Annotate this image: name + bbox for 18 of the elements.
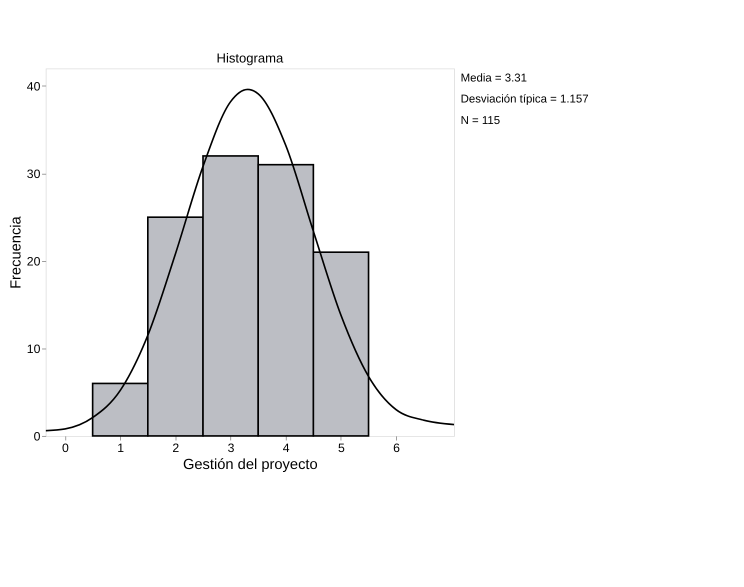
- y-tick-label: 10: [26, 342, 41, 356]
- chart-title: Histograma: [216, 50, 284, 66]
- x-tick-label: 0: [62, 440, 70, 455]
- y-tick-label: 0: [34, 429, 41, 444]
- y-axis-title: Frecuencia: [8, 215, 24, 289]
- x-tick-label: 3: [228, 440, 235, 455]
- x-tick-label: 5: [338, 440, 345, 455]
- y-tick-label: 30: [26, 166, 41, 181]
- x-tick-label: 1: [117, 440, 124, 455]
- x-tick-label: 4: [282, 440, 290, 455]
- text: N = 115: [460, 114, 500, 127]
- y-tick-label: 40: [26, 79, 41, 94]
- y-tick-label: 20: [26, 254, 41, 268]
- x-axis-title: Gestión del proyecto: [182, 457, 318, 474]
- text: Media = 3.31: [460, 72, 527, 85]
- x-tick-label: 6: [393, 440, 400, 455]
- text: Desviación típica = 1.157: [460, 94, 589, 106]
- x-tick-label: 2: [172, 440, 180, 455]
